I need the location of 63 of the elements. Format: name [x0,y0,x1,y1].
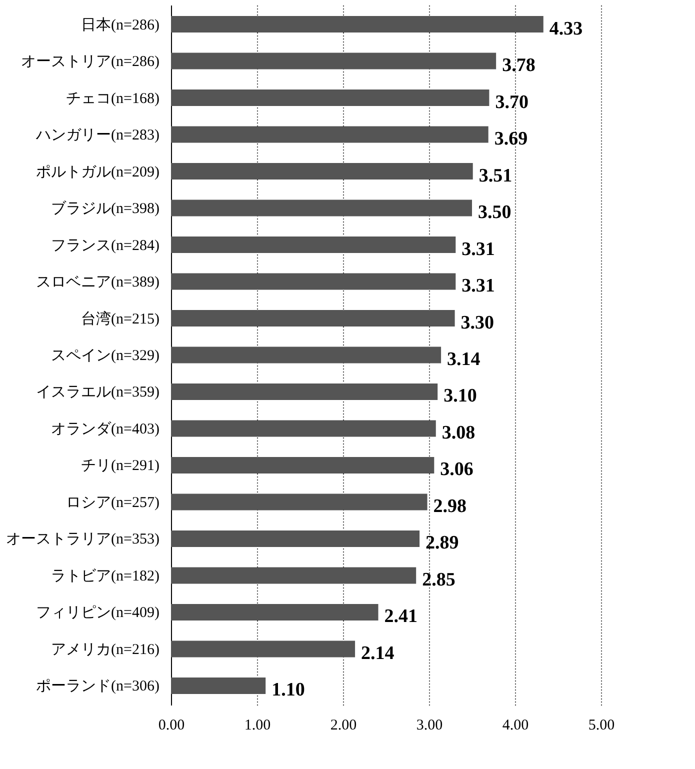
data-label: 2.98 [433,496,467,517]
bar [171,273,456,290]
bar [171,52,496,70]
y-tick-label: ラトビア(n=182) [51,568,160,584]
bar [171,420,436,437]
y-tick-label: スロベニア(n=389) [36,274,160,291]
x-tick-label: 4.00 [502,718,529,734]
x-tick-label: 5.00 [588,718,615,734]
x-tick-label: 1.00 [244,718,271,734]
data-label: 2.89 [426,532,459,554]
y-tick-label: ロシア(n=257) [66,494,160,511]
y-tick-label: チリ(n=291) [81,458,160,474]
bar [171,310,455,327]
y-tick-label: アメリカ(n=216) [51,642,160,658]
y-tick-label: オランダ(n=403) [51,420,160,438]
data-label: 3.31 [462,276,495,297]
bar [171,236,456,254]
y-tick-label: チェコ(n=168) [66,90,160,107]
y-tick-label: 台湾(n=215) [81,310,160,328]
x-tick-label: 2.00 [330,718,357,734]
y-tick-label: スペイン(n=329) [51,348,160,364]
data-label: 4.33 [549,18,583,40]
bar [171,90,490,106]
y-tick-label: イスラエル(n=359) [36,384,160,401]
data-label: 3.31 [462,238,495,260]
y-tick-label: フィリピン(n=409) [36,605,160,622]
data-label: 2.14 [361,642,395,664]
bar [171,200,472,216]
bar [171,456,434,474]
data-label: 1.10 [272,680,305,701]
bar [171,640,356,658]
bar [171,16,544,33]
data-label: 3.08 [442,422,476,444]
y-tick-label: ハンガリー(n=283) [35,128,160,144]
data-label: 3.69 [494,128,528,150]
x-tick-label: 3.00 [416,718,443,734]
bar [171,604,378,620]
bar [171,530,420,547]
y-tick-label: オーストリア(n=286) [21,54,160,70]
y-tick-label: 日本(n=286) [81,16,160,34]
data-label: 3.50 [478,202,512,224]
data-label: 3.10 [444,386,477,407]
x-tick-label: 0.00 [158,718,185,734]
bar [171,494,428,510]
data-label: 3.14 [447,349,481,370]
bar [171,383,438,400]
bar [171,163,473,180]
data-label: 2.41 [384,606,418,628]
data-label: 3.51 [478,165,512,186]
y-tick-label: ポルトガル(n=209) [36,164,160,180]
data-label: 2.85 [422,569,456,590]
data-label: 3.78 [502,55,536,76]
bar [171,346,442,364]
y-tick-label: ブラジル(n=398) [51,200,160,218]
y-tick-label: ポーランド(n=306) [36,678,160,695]
bar [171,677,266,694]
bar [171,126,488,143]
data-label: 3.30 [460,312,494,334]
y-tick-label: フランス(n=284) [51,238,160,254]
bar [171,567,416,584]
data-label: 3.70 [495,92,528,113]
y-tick-label: オーストラリア(n=353) [6,532,160,548]
data-label: 3.06 [440,459,474,480]
